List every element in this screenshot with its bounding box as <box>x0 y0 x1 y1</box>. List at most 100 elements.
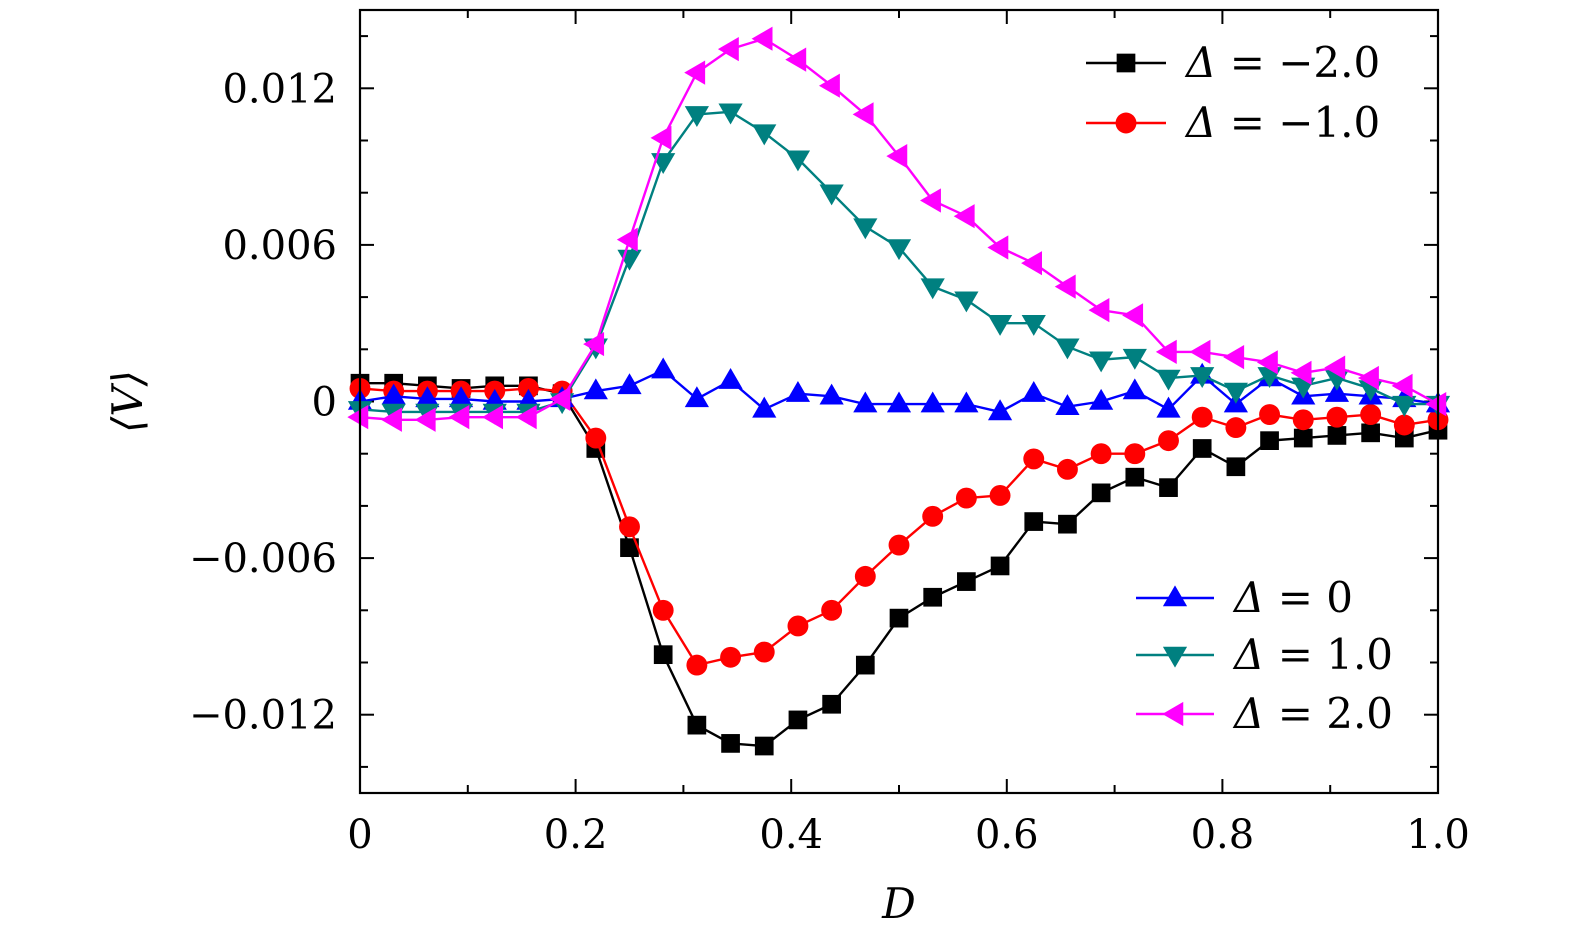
data-point <box>886 144 908 169</box>
data-point <box>1090 443 1112 465</box>
data-point <box>585 427 607 449</box>
data-point <box>619 516 640 538</box>
data-point <box>752 124 777 146</box>
data-point <box>1226 457 1246 477</box>
y-tick-label: −0.012 <box>189 693 337 739</box>
legend-value: = 2.0 <box>1264 689 1393 738</box>
data-point <box>1124 443 1146 465</box>
data-point <box>347 405 369 430</box>
data-point <box>1259 404 1281 425</box>
data-point <box>482 405 503 430</box>
legend-group-top-right: Δ = −2.0 Δ = −1.0 <box>1086 38 1380 147</box>
data-point <box>620 538 639 558</box>
data-point <box>853 218 878 240</box>
data-point <box>853 391 878 413</box>
data-point <box>888 534 910 556</box>
data-point <box>1055 394 1080 415</box>
data-point <box>549 386 571 411</box>
data-point <box>1190 367 1215 389</box>
legend-symbol: Δ <box>1232 689 1264 738</box>
series-4 <box>347 26 1447 432</box>
legend-value: = −2.0 <box>1216 38 1380 87</box>
data-point <box>886 391 912 413</box>
legend-item: Δ = −2.0 <box>1086 38 1380 87</box>
data-point <box>1122 348 1147 370</box>
data-point <box>1393 414 1415 436</box>
y-tick-label: −0.006 <box>189 536 337 582</box>
data-point <box>1021 251 1042 276</box>
legend-item: Δ = −1.0 <box>1086 98 1380 147</box>
data-point <box>1293 428 1313 448</box>
data-point <box>448 405 470 430</box>
data-point <box>1324 355 1346 380</box>
data-point <box>818 73 840 98</box>
data-point <box>1122 378 1147 400</box>
legend-label: Δ = 1.0 <box>1232 630 1393 679</box>
data-point <box>1191 406 1213 428</box>
x-tick-label: 0.6 <box>975 812 1039 858</box>
data-point <box>1189 339 1211 365</box>
legend-symbol: Δ <box>1232 630 1264 679</box>
data-point <box>987 235 1009 260</box>
data-point <box>720 646 742 668</box>
data-point <box>717 37 739 62</box>
data-point <box>684 386 709 408</box>
data-point <box>957 572 976 591</box>
legend-marker <box>1162 585 1188 607</box>
data-point <box>684 60 706 85</box>
data-point <box>1058 514 1077 534</box>
data-point <box>1223 345 1245 370</box>
data-point <box>1024 512 1044 531</box>
data-point <box>889 608 909 628</box>
data-point <box>989 485 1011 506</box>
data-point <box>785 381 811 402</box>
data-point <box>785 150 811 172</box>
legend-item: Δ = 0 <box>1136 573 1353 622</box>
data-point <box>1256 350 1278 375</box>
data-point <box>1021 381 1046 402</box>
data-point <box>1125 467 1145 487</box>
data-point <box>788 710 808 730</box>
data-point <box>1290 360 1312 385</box>
legend-label: Δ = 0 <box>1232 573 1353 622</box>
legend-item: Δ = 2.0 <box>1136 689 1393 738</box>
data-point <box>923 587 943 607</box>
data-point <box>753 641 775 663</box>
data-point <box>754 736 774 756</box>
data-point <box>1156 396 1181 418</box>
data-point <box>1223 382 1248 404</box>
legend-value: = −1.0 <box>1216 98 1380 147</box>
data-point <box>1023 448 1045 470</box>
data-point <box>686 654 708 676</box>
data-point <box>1391 373 1413 398</box>
legend-value: = 0 <box>1264 573 1353 622</box>
data-point <box>684 106 709 128</box>
data-point <box>718 367 743 389</box>
x-tick-label: 0 <box>347 812 372 858</box>
data-point <box>987 399 1013 421</box>
data-point <box>1260 431 1279 450</box>
y-tick-label: 0 <box>312 380 337 426</box>
data-point <box>920 188 941 213</box>
data-point <box>751 26 773 51</box>
legend-item: Δ = 1.0 <box>1136 630 1393 679</box>
data-point <box>1327 426 1347 445</box>
data-point <box>1091 483 1111 503</box>
legend-marker <box>1162 646 1188 668</box>
data-point <box>1425 392 1447 417</box>
axes: 0 0.2 0.4 0.6 0.8 1.0 0.012 0.006 0 −0.006 −0.012 <box>189 10 1470 858</box>
data-point <box>819 184 844 206</box>
data-point <box>752 396 777 418</box>
data-point <box>822 694 841 714</box>
data-point <box>721 734 740 753</box>
data-point <box>954 291 979 313</box>
legend-value: = 1.0 <box>1264 630 1393 679</box>
data-point <box>920 278 945 300</box>
x-tick-label: 0.4 <box>759 812 823 858</box>
data-point <box>1357 365 1379 391</box>
data-point <box>920 391 945 413</box>
y-tick-label: 0.012 <box>222 66 337 112</box>
data-point <box>819 383 844 405</box>
legend-label: Δ = 2.0 <box>1232 689 1393 738</box>
